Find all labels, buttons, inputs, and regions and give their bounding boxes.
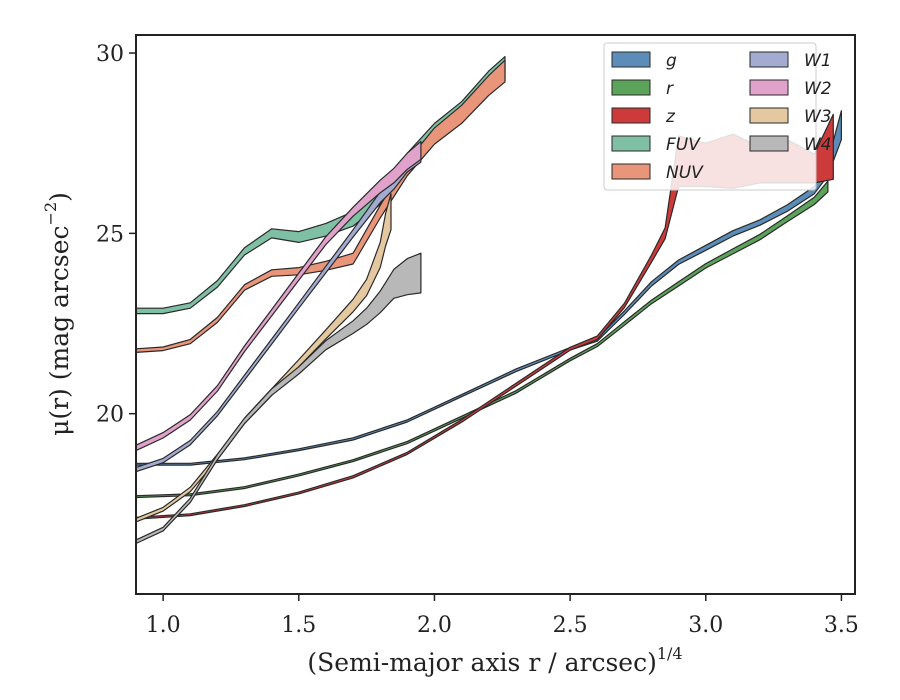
- series-g: [135, 110, 842, 466]
- x-tick-label: 2.5: [553, 613, 588, 638]
- band-r: [135, 180, 829, 499]
- legend-label: r: [666, 79, 674, 99]
- legend-swatch: [611, 163, 651, 180]
- legend-entry-z: z: [611, 107, 676, 127]
- legend-label: z: [665, 107, 676, 127]
- x-tick-label: 2.0: [417, 613, 452, 638]
- legend-label: W1: [804, 51, 832, 71]
- y-tick-label: 20: [96, 403, 124, 428]
- x-axis-title: (Semi-major axis r / arcsec)1/4: [307, 644, 682, 677]
- series-r: [135, 180, 829, 499]
- band-g: [135, 110, 842, 466]
- legend-label: g: [666, 51, 677, 71]
- x-tick-label: 1.5: [281, 613, 316, 638]
- legend-label: W3: [804, 107, 832, 127]
- legend-swatch: [749, 135, 789, 152]
- legend-swatch: [749, 79, 789, 96]
- legend-label: NUV: [666, 163, 704, 183]
- tick-layer: 1.0 1.5 2.0 2.5 3.0 3.5 20 25 30: [96, 42, 859, 638]
- series-w4: [135, 252, 422, 545]
- legend-entry-g: g: [611, 51, 677, 71]
- band-w4: [135, 252, 422, 545]
- legend-swatch: [749, 107, 789, 124]
- legend-swatch: [611, 135, 651, 152]
- legend-entry-w3: W3: [749, 107, 832, 127]
- legend-entry-w2: W2: [749, 79, 832, 99]
- y-tick-label: 30: [96, 42, 124, 67]
- series-fuv: [135, 56, 506, 315]
- legend-entry-r: r: [611, 79, 674, 99]
- legend-entry-fuv: FUV: [611, 135, 701, 155]
- y-tick-label: 25: [96, 222, 124, 247]
- x-tick-label: 3.0: [688, 613, 723, 638]
- x-tick-label: 3.5: [824, 613, 859, 638]
- series-w2: [135, 140, 422, 452]
- plot-frame: [135, 34, 856, 595]
- legend-label: W2: [804, 79, 832, 99]
- legend-entry-nuv: NUV: [611, 163, 704, 183]
- legend-entry-w4: W4: [749, 135, 832, 155]
- series-nuv: [135, 59, 506, 353]
- legend-label: FUV: [666, 135, 701, 155]
- legend: grz FUV NUV W1 W2 W3 W4: [603, 42, 832, 191]
- legend-swatch: [749, 51, 789, 68]
- legend-entry-w1: W1: [749, 51, 832, 71]
- band-nuv: [135, 59, 506, 353]
- legend-swatch: [611, 79, 651, 96]
- band-w2: [135, 140, 422, 452]
- legend-label: W4: [804, 135, 832, 155]
- band-fuv: [135, 56, 506, 315]
- x-tick-label: 1.0: [146, 613, 181, 638]
- legend-swatch: [611, 107, 651, 124]
- legend-swatch: [611, 51, 651, 68]
- y-axis-title: μ(r) (mag arcsec−2): [41, 192, 74, 436]
